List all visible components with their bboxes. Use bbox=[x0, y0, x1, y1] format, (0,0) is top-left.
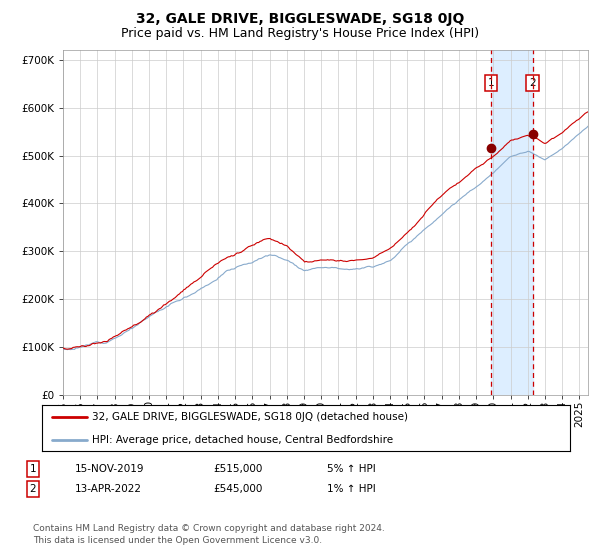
Text: £545,000: £545,000 bbox=[213, 484, 262, 494]
Text: 2: 2 bbox=[29, 484, 37, 494]
Text: 2: 2 bbox=[529, 78, 536, 88]
Text: 15-NOV-2019: 15-NOV-2019 bbox=[75, 464, 145, 474]
Text: 5% ↑ HPI: 5% ↑ HPI bbox=[327, 464, 376, 474]
Text: HPI: Average price, detached house, Central Bedfordshire: HPI: Average price, detached house, Cent… bbox=[92, 435, 393, 445]
Text: Contains HM Land Registry data © Crown copyright and database right 2024.: Contains HM Land Registry data © Crown c… bbox=[33, 524, 385, 533]
Text: 32, GALE DRIVE, BIGGLESWADE, SG18 0JQ: 32, GALE DRIVE, BIGGLESWADE, SG18 0JQ bbox=[136, 12, 464, 26]
Text: Price paid vs. HM Land Registry's House Price Index (HPI): Price paid vs. HM Land Registry's House … bbox=[121, 27, 479, 40]
Text: This data is licensed under the Open Government Licence v3.0.: This data is licensed under the Open Gov… bbox=[33, 536, 322, 545]
Bar bbox=[491, 50, 533, 395]
Text: £515,000: £515,000 bbox=[213, 464, 262, 474]
Text: 13-APR-2022: 13-APR-2022 bbox=[75, 484, 142, 494]
Text: 32, GALE DRIVE, BIGGLESWADE, SG18 0JQ (detached house): 32, GALE DRIVE, BIGGLESWADE, SG18 0JQ (d… bbox=[92, 412, 408, 422]
Text: 1: 1 bbox=[488, 78, 494, 88]
Text: 1% ↑ HPI: 1% ↑ HPI bbox=[327, 484, 376, 494]
Text: 1: 1 bbox=[29, 464, 37, 474]
